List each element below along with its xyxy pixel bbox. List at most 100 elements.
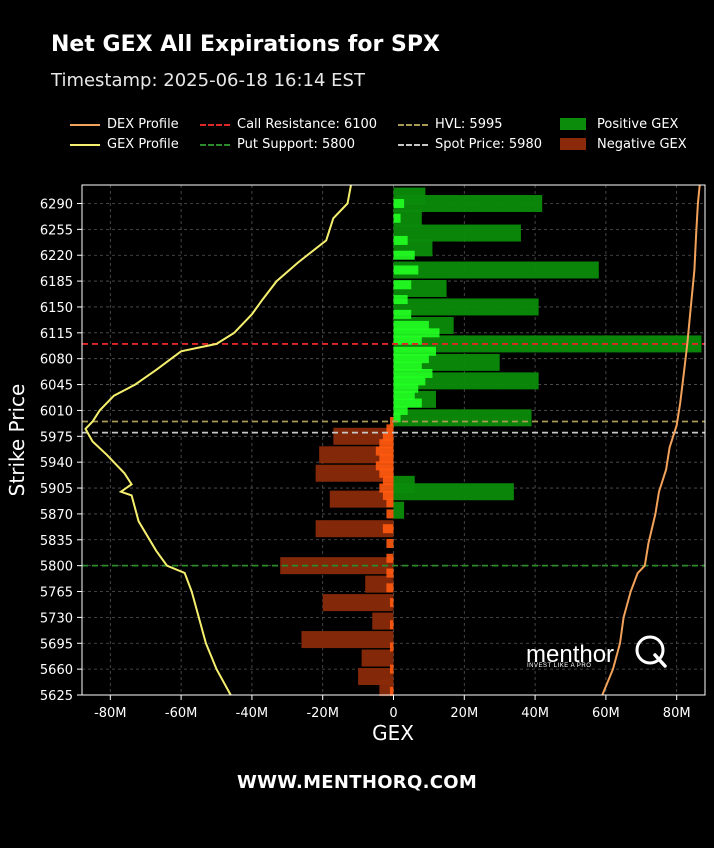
bar-near-term bbox=[379, 483, 394, 493]
y-tick-label: 6185 bbox=[40, 275, 73, 290]
bar-near-term bbox=[379, 439, 394, 449]
legend-label: DEX Profile bbox=[107, 117, 179, 132]
legend-label: Call Resistance: 6100 bbox=[237, 117, 378, 132]
bar-near-term bbox=[393, 309, 412, 319]
y-tick-label: 6010 bbox=[40, 404, 73, 419]
x-tick-label: -80M bbox=[94, 706, 126, 721]
bar-near-term bbox=[393, 213, 401, 223]
bar-all-expirations bbox=[372, 612, 394, 630]
bar-near-term bbox=[382, 431, 394, 441]
x-tick-label: 20M bbox=[450, 706, 478, 721]
bar-near-term bbox=[393, 235, 408, 245]
bar-near-term bbox=[389, 417, 394, 427]
y-tick-label: 5695 bbox=[40, 637, 73, 652]
bar-near-term bbox=[379, 468, 394, 478]
bar-near-term bbox=[393, 391, 415, 401]
bar-near-term bbox=[393, 383, 419, 393]
y-axis-label: Strike Price bbox=[5, 384, 29, 497]
y-tick-label: 5660 bbox=[40, 663, 73, 678]
bar-near-term bbox=[393, 280, 412, 290]
y-tick-label: 6220 bbox=[40, 249, 73, 264]
bar-near-term bbox=[393, 265, 419, 275]
bar-all-expirations bbox=[315, 464, 394, 482]
bar-near-term bbox=[386, 583, 394, 593]
bar-near-term bbox=[382, 490, 394, 500]
bar-near-term bbox=[393, 198, 405, 208]
bar-near-term bbox=[393, 368, 433, 378]
legend-label: Put Support: 5800 bbox=[237, 137, 356, 152]
y-tick-label: 6045 bbox=[40, 379, 73, 394]
bar-near-term bbox=[389, 598, 394, 608]
chart-subtitle: Timestamp: 2025-06-18 16:14 EST bbox=[51, 70, 365, 91]
bar-all-expirations bbox=[393, 483, 514, 501]
legend-swatch-negative bbox=[560, 138, 586, 150]
profile-lines bbox=[84, 184, 701, 696]
legend-swatch-dex bbox=[70, 124, 100, 126]
bar-near-term bbox=[386, 498, 394, 508]
legend-swatch-hvl bbox=[398, 124, 428, 126]
y-tick-label: 6115 bbox=[40, 327, 73, 342]
bars-near-term bbox=[375, 198, 440, 696]
chart-legend: DEX Profile GEX Profile Call Resistance:… bbox=[70, 116, 710, 160]
legend-label: Negative GEX bbox=[597, 137, 687, 152]
y-tick-label: 6150 bbox=[40, 301, 73, 316]
bars-all-expirations bbox=[280, 187, 702, 697]
bar-all-expirations bbox=[393, 224, 521, 242]
bar-all-expirations bbox=[322, 594, 394, 612]
bar-near-term bbox=[393, 346, 436, 356]
legend-swatch-gex bbox=[70, 144, 100, 146]
legend-label: GEX Profile bbox=[107, 137, 179, 152]
legend-swatch-put bbox=[200, 144, 230, 146]
y-tick-label: 5800 bbox=[40, 560, 73, 575]
q-logo-icon bbox=[635, 635, 667, 668]
x-tick-label: -60M bbox=[165, 706, 197, 721]
bar-near-term bbox=[393, 250, 415, 260]
bar-near-term bbox=[375, 446, 394, 456]
y-tick-label: 6255 bbox=[40, 223, 73, 238]
legend-label: HVL: 5995 bbox=[435, 117, 503, 132]
watermark-tagline: INVEST LIKE A PRO bbox=[527, 663, 591, 669]
bar-near-term bbox=[389, 642, 394, 652]
y-tick-label: 5730 bbox=[40, 611, 73, 626]
legend-label: Positive GEX bbox=[597, 117, 679, 132]
dex-profile-line bbox=[601, 184, 701, 696]
bar-near-term bbox=[393, 295, 408, 305]
bar-near-term bbox=[379, 453, 394, 463]
legend-swatch-spot bbox=[398, 144, 428, 146]
bar-all-expirations bbox=[329, 490, 394, 508]
bar-near-term bbox=[393, 376, 426, 386]
bar-all-expirations bbox=[301, 631, 394, 649]
bar-near-term bbox=[386, 568, 394, 578]
level-lines bbox=[82, 343, 705, 567]
x-tick-label: -40M bbox=[236, 706, 268, 721]
bar-all-expirations bbox=[361, 649, 394, 667]
y-tick-label: 5870 bbox=[40, 508, 73, 523]
bar-near-term bbox=[393, 398, 422, 408]
bar-all-expirations bbox=[393, 298, 539, 316]
bar-near-term bbox=[375, 461, 394, 471]
bar-near-term bbox=[382, 476, 394, 486]
watermark-brand: menthor bbox=[526, 641, 614, 668]
footer-url: WWW.MENTHORQ.COM bbox=[236, 772, 478, 793]
x-tick-label: -20M bbox=[306, 706, 338, 721]
bar-all-expirations bbox=[319, 446, 394, 464]
bar-near-term bbox=[393, 405, 408, 415]
bar-near-term bbox=[389, 620, 394, 630]
y-tick-label: 5625 bbox=[40, 689, 73, 704]
brand-watermark: menthor INVEST LIKE A PRO bbox=[526, 635, 667, 669]
legend-swatch-call bbox=[200, 124, 230, 126]
axes: -80M -60M -40M -20M 0 20M 40M 60M 80M 5625 5660 569… bbox=[40, 184, 706, 721]
chart-title: Net GEX All Expirations for SPX bbox=[51, 32, 440, 57]
bar-all-expirations bbox=[393, 501, 405, 519]
bar-near-term bbox=[393, 361, 422, 371]
bar-near-term bbox=[386, 538, 394, 548]
y-tick-label: 5940 bbox=[40, 456, 73, 471]
bar-all-expirations bbox=[315, 520, 394, 538]
bar-near-term bbox=[386, 424, 394, 434]
bar-near-term bbox=[393, 413, 401, 423]
bar-near-term bbox=[386, 509, 394, 519]
y-tick-label: 5975 bbox=[40, 430, 73, 445]
bar-near-term bbox=[393, 335, 422, 345]
x-axis-label: GEX bbox=[372, 721, 414, 745]
gex-profile-line bbox=[84, 184, 352, 696]
